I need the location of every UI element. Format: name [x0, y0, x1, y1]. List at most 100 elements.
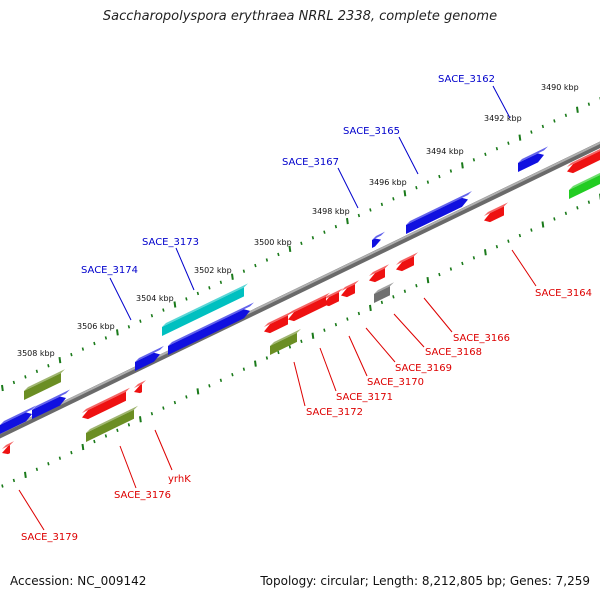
scale-tick: [254, 360, 257, 367]
gene-label[interactable]: SACE_3179: [21, 532, 78, 543]
scale-tick: [127, 423, 131, 427]
reverse-gene-arrow[interactable]: [396, 252, 418, 272]
gene-label[interactable]: SACE_3167: [282, 157, 339, 168]
scale-tick: [47, 364, 50, 368]
scale-tick: [265, 258, 269, 262]
forward-gene-arrow[interactable]: [168, 302, 254, 355]
scale-tick: [231, 273, 234, 280]
scale-tick: [47, 462, 50, 466]
scale-tick: [403, 190, 407, 197]
scale-tick: [58, 357, 62, 364]
forward-gene-arrow[interactable]: [32, 389, 70, 419]
forward-gene-arrow[interactable]: [24, 369, 65, 400]
forward-gene-arrow[interactable]: [406, 191, 472, 234]
scale-tick: [311, 332, 315, 339]
scale-tick: [380, 202, 384, 207]
gene-label[interactable]: SACE_3174: [81, 265, 138, 276]
scale-tick: [162, 406, 165, 410]
gene-label[interactable]: SACE_3168: [425, 347, 482, 358]
gene-label[interactable]: SACE_3173: [142, 237, 199, 248]
scale-tick: [196, 388, 200, 395]
scale-tick: [495, 245, 499, 249]
scale-tick: [564, 113, 568, 118]
scale-tick: [139, 319, 142, 323]
scale-tick: [12, 478, 16, 483]
scale-tick: [541, 124, 545, 129]
gene-label[interactable]: SACE_3169: [395, 363, 452, 374]
gene-label[interactable]: SACE_3165: [343, 126, 400, 137]
scale-tick: [185, 297, 188, 301]
gene-label[interactable]: SACE_3162: [438, 74, 495, 85]
forward-gene-arrow[interactable]: [135, 345, 164, 371]
scale-tick: [507, 239, 510, 243]
scale-tick: [288, 345, 292, 349]
scale-tick: [219, 280, 223, 284]
reverse-gene-arrow[interactable]: [323, 288, 343, 307]
gene-label[interactable]: SACE_3170: [367, 377, 424, 388]
gene-label[interactable]: SACE_3172: [306, 407, 363, 418]
gene-label[interactable]: SACE_3171: [336, 392, 393, 403]
scale-tick: [461, 162, 464, 169]
scale-tick: [300, 241, 303, 246]
forward-gene-arrow[interactable]: [162, 283, 248, 336]
scale-tick: [35, 369, 39, 374]
scale-label: 3508 kbp: [17, 349, 55, 358]
scale-tick: [415, 283, 418, 288]
reverse-gene-arrow[interactable]: [270, 328, 301, 355]
forward-gene-arrow[interactable]: [518, 146, 548, 172]
forward-gene-labels: SACE_3162 SACE_3165 SACE_3167 SACE_3173 …: [81, 74, 495, 276]
scale-tick: [104, 434, 108, 438]
scale-tick: [242, 269, 246, 273]
reverse-gene-arrow[interactable]: [567, 146, 600, 174]
scale-tick: [438, 174, 441, 179]
scale-tick: [1, 384, 4, 392]
reverse-gene-arrow[interactable]: [341, 280, 359, 298]
scale-tick: [576, 106, 579, 113]
gene-blocks: [0, 146, 600, 455]
scale-tick: [24, 375, 27, 379]
gene-label[interactable]: yrhK: [168, 474, 191, 485]
reverse-gene-arrow[interactable]: [264, 311, 292, 334]
reverse-gene-arrow[interactable]: [86, 405, 138, 442]
scale-tick: [472, 256, 476, 260]
gene-label[interactable]: SACE_3166: [453, 333, 510, 344]
scale-tick-rows: [1, 97, 600, 488]
scale-tick: [150, 313, 154, 318]
scale-label: 3496 kbp: [369, 178, 407, 187]
scale-tick: [530, 228, 533, 232]
forward-gene-arrow[interactable]: [372, 231, 385, 248]
scale-tick: [219, 378, 223, 382]
gene-label[interactable]: SACE_3164: [535, 288, 592, 299]
scale-tick: [426, 276, 430, 284]
reverse-gene-arrow[interactable]: [374, 282, 394, 303]
scale-tick: [104, 336, 108, 340]
reverse-gene-arrow[interactable]: [484, 202, 508, 223]
genome-title: Saccharopolyspora erythraea NRRL 2338, c…: [102, 9, 498, 24]
scale-tick: [576, 206, 579, 210]
scale-tick: [185, 395, 188, 399]
reverse-gene-arrow[interactable]: [2, 441, 14, 455]
reverse-gene-arrow[interactable]: [369, 264, 389, 283]
scale-tick: [277, 350, 280, 355]
gene-leader-lines: [18, 85, 537, 531]
scale-label: 3500 kbp: [254, 238, 292, 247]
scale-tick: [173, 400, 177, 405]
reverse-gene-arrow[interactable]: [569, 169, 600, 199]
scale-tick: [415, 185, 418, 190]
scale-tick: [150, 411, 154, 416]
scale-tick: [438, 272, 441, 277]
gene-label[interactable]: SACE_3176: [114, 490, 171, 501]
accession-text: Accession: NC_009142: [10, 574, 147, 588]
scale-label: 3490 kbp: [541, 83, 579, 92]
scale-tick: [70, 352, 73, 357]
reverse-gene-labels: SACE_3164 SACE_3166 SACE_3168 SACE_3169 …: [21, 288, 592, 543]
forward-gene-arrow[interactable]: [0, 405, 36, 434]
scale-tick: [587, 200, 591, 204]
reverse-gene-arrow[interactable]: [82, 387, 130, 420]
scale-tick: [242, 367, 246, 371]
scale-tick: [93, 341, 96, 346]
reverse-gene-arrow[interactable]: [288, 292, 330, 322]
scale-label: 3504 kbp: [136, 294, 174, 303]
reverse-gene-arrow[interactable]: [134, 380, 146, 394]
